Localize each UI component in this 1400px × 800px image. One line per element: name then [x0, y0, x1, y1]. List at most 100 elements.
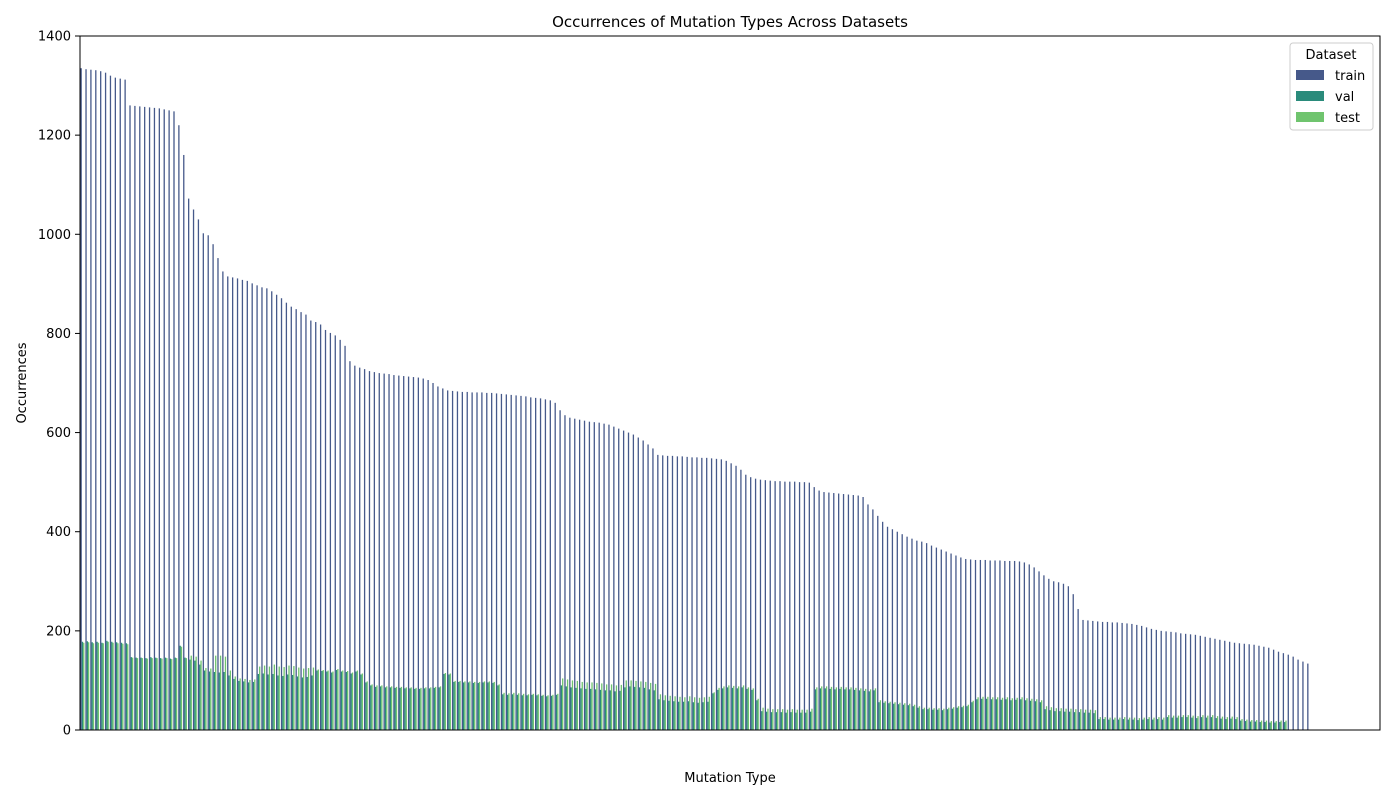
- bar-test-99: [566, 679, 569, 730]
- bar-test-152: [825, 686, 828, 730]
- bar-val-125: [692, 702, 694, 730]
- bar-train-207: [1092, 620, 1094, 730]
- bar-test-98: [562, 678, 564, 730]
- bar-test-137: [752, 688, 754, 730]
- bar-val-56: [355, 671, 357, 730]
- bar-test-60: [376, 685, 378, 730]
- bar-val-26: [208, 671, 211, 730]
- bar-train-160: [862, 497, 864, 730]
- bar-test-38: [268, 666, 271, 730]
- bar-train-55: [349, 361, 351, 730]
- bar-val-207: [1093, 713, 1095, 730]
- bar-val-87: [506, 694, 509, 730]
- bar-val-34: [247, 682, 250, 730]
- bar-test-28: [219, 655, 222, 730]
- bar-val-57: [360, 674, 362, 730]
- bar-val-163: [878, 702, 880, 730]
- legend[interactable]: Dataset train val test: [1289, 42, 1374, 131]
- bar-val-24: [199, 664, 201, 730]
- bar-train-0: [80, 68, 82, 731]
- bar-val-68: [414, 688, 416, 730]
- bar-val-29: [223, 672, 225, 730]
- bar-train-63: [388, 374, 390, 730]
- bar-train-67: [407, 376, 410, 730]
- bar-test-175: [938, 708, 940, 730]
- bar-test-185: [987, 696, 989, 730]
- bar-train-171: [916, 540, 918, 730]
- bar-test-93: [537, 694, 539, 730]
- legend-box: [1289, 42, 1374, 131]
- bar-val-158: [853, 689, 856, 730]
- bar-val-0: [81, 641, 84, 730]
- bar-test-17: [166, 658, 168, 730]
- bar-train-128: [706, 457, 708, 730]
- y-tick-label: 1200: [38, 129, 71, 144]
- bar-test-112: [630, 680, 632, 730]
- bar-train-150: [813, 487, 815, 730]
- bar-train-181: [965, 558, 967, 730]
- bar-val-150: [814, 689, 817, 730]
- bar-test-110: [620, 684, 622, 730]
- bar-train-239: [1248, 644, 1250, 730]
- bar-test-179: [957, 706, 960, 730]
- bar-test-10: [131, 657, 134, 730]
- bar-val-208: [1098, 719, 1100, 730]
- bar-test-150: [816, 687, 818, 730]
- bar-val-198: [1049, 710, 1051, 730]
- bar-val-16: [159, 658, 162, 730]
- bar-val-13: [145, 658, 147, 730]
- bar-test-101: [576, 680, 578, 730]
- bar-train-28: [217, 258, 219, 730]
- bar-test-8: [122, 643, 124, 730]
- bar-val-33: [243, 681, 245, 730]
- bar-test-190: [1011, 698, 1013, 730]
- bar-train-44: [295, 309, 297, 730]
- bar-val-245: [1279, 722, 1281, 730]
- bar-train-175: [935, 547, 938, 730]
- legend-label-train: train: [1335, 69, 1365, 84]
- bar-val-197: [1044, 709, 1046, 730]
- bar-test-113: [635, 680, 637, 730]
- bar-test-40: [278, 666, 280, 730]
- bar-test-209: [1104, 717, 1106, 730]
- bar-val-230: [1205, 717, 1208, 730]
- bar-val-142: [775, 712, 778, 730]
- bar-val-88: [511, 694, 514, 730]
- bar-train-234: [1224, 640, 1226, 730]
- bar-val-31: [233, 678, 235, 730]
- y-tick-label: 400: [46, 525, 71, 540]
- bar-val-65: [399, 687, 401, 730]
- bar-test-114: [640, 681, 642, 730]
- bars-layer: [80, 68, 1377, 731]
- bar-train-110: [618, 428, 620, 730]
- bar-val-15: [155, 657, 157, 730]
- bar-train-172: [921, 541, 923, 730]
- bar-val-235: [1230, 718, 1232, 730]
- bar-val-30: [228, 675, 230, 730]
- bar-val-220: [1156, 719, 1159, 730]
- bar-train-66: [403, 376, 405, 730]
- bar-test-201: [1065, 708, 1067, 730]
- bar-test-95: [547, 695, 549, 730]
- bar-val-133: [731, 687, 734, 730]
- bar-val-47: [311, 675, 313, 730]
- bar-val-213: [1122, 719, 1125, 730]
- bar-train-21: [183, 154, 185, 731]
- bar-val-159: [858, 690, 861, 730]
- bar-train-101: [574, 418, 576, 730]
- bar-val-91: [526, 695, 528, 730]
- bar-val-41: [282, 675, 284, 730]
- bar-val-98: [560, 685, 563, 730]
- bar-val-214: [1127, 719, 1129, 730]
- bar-train-76: [451, 390, 454, 730]
- bar-test-96: [552, 694, 554, 730]
- bar-test-200: [1060, 708, 1062, 730]
- bar-train-141: [769, 480, 771, 730]
- bar-train-33: [241, 279, 244, 730]
- bar-train-246: [1282, 653, 1285, 730]
- bar-test-107: [606, 684, 608, 730]
- bar-test-41: [283, 667, 285, 730]
- bar-train-94: [539, 398, 542, 730]
- bar-val-4: [101, 642, 103, 730]
